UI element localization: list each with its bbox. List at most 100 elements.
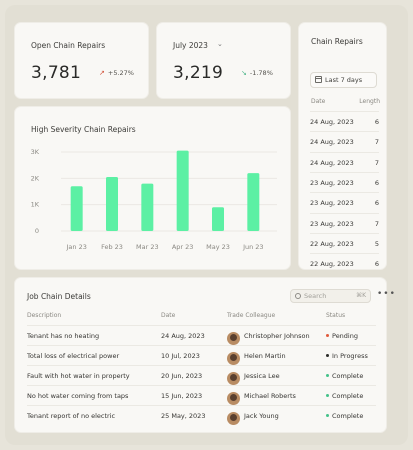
col-status: Status <box>326 312 346 319</box>
kpi-delta: ↘ -1.78% <box>241 69 273 77</box>
repair-date: 23 Aug, 2023 <box>310 199 354 208</box>
job-colleague: Michael Roberts <box>244 392 296 400</box>
high-severity-chart: High Severity Chain Repairs 0 1K 2K 3K Jan 2… <box>14 106 291 270</box>
status-dot-icon <box>326 373 329 377</box>
job-date: 10 Jul, 2023 <box>161 352 200 360</box>
status-text: Complete <box>332 412 364 420</box>
chain-repairs-panel: Chain Repairs Last 7 days Date Length 24… <box>298 22 387 270</box>
chart-title: High Severity Chain Repairs <box>31 125 136 134</box>
bar[interactable] <box>176 150 189 231</box>
repair-row[interactable]: 22 Aug, 2023 6 <box>310 253 379 273</box>
repair-length: 6 <box>374 260 379 269</box>
kpi-value: 3,219 <box>173 63 224 83</box>
y-tick-label: 2K <box>31 174 40 182</box>
bar[interactable] <box>212 207 224 231</box>
jobs-title: Job Chain Details <box>27 292 91 301</box>
repair-date: 23 Aug, 2023 <box>310 178 354 187</box>
trend-up-icon: ↗ <box>99 69 105 77</box>
status-dot-icon <box>326 353 329 357</box>
date-range-filter[interactable]: Last 7 days <box>310 72 377 88</box>
job-description: Tenant has no heating <box>27 332 100 340</box>
status-text: Pending <box>332 332 358 340</box>
col-length-header: Length <box>359 98 380 105</box>
repair-row[interactable]: 23 Aug, 2023 6 <box>310 192 379 212</box>
repair-row[interactable]: 23 Aug, 2023 6 <box>310 171 379 192</box>
avatar <box>227 412 240 425</box>
panel-title: Chain Repairs <box>311 37 363 46</box>
avatar <box>227 392 240 405</box>
x-tick-label: May 23 <box>206 243 230 251</box>
job-colleague: Jack Young <box>244 412 279 420</box>
x-tick-label: Mar 23 <box>136 243 159 251</box>
repair-date: 24 Aug, 2023 <box>310 118 354 126</box>
y-tick-label: 1K <box>31 201 40 209</box>
status-dot-icon <box>326 393 329 397</box>
job-date: 25 May, 2023 <box>161 412 206 420</box>
job-row[interactable]: Fault with hot water in property 20 Jun, … <box>27 365 376 385</box>
search-placeholder: Search <box>304 292 327 300</box>
bar[interactable] <box>141 183 154 231</box>
x-tick-label: Feb 23 <box>101 243 123 251</box>
jobs-table-header: Description Date Trade Colleague Status <box>27 312 376 322</box>
x-tick-label: Apr 23 <box>172 243 194 251</box>
kpi-open-chain-repairs: Open Chain Repairs 3,781 ↗ +5.27% <box>14 22 149 99</box>
search-input[interactable]: Search ⌘K <box>290 289 371 303</box>
status-dot-icon <box>326 333 329 337</box>
bar[interactable] <box>106 177 118 231</box>
repair-date: 24 Aug, 2023 <box>310 158 354 167</box>
status-badge: Pending <box>326 332 358 340</box>
repair-length: 5 <box>374 239 379 248</box>
bar[interactable] <box>70 186 83 231</box>
job-row[interactable]: No hot water coming from taps 15 Jun, 202… <box>27 385 376 405</box>
job-row[interactable]: Tenant has no heating 24 Aug, 2023 Christo… <box>27 325 376 345</box>
chevron-down-icon[interactable]: ⌄ <box>217 40 223 48</box>
col-colleague: Trade Colleague <box>227 312 276 319</box>
repair-date: 23 Aug, 2023 <box>310 219 354 228</box>
repair-length: 7 <box>374 219 379 228</box>
job-date: 24 Aug, 2023 <box>161 332 205 340</box>
job-row[interactable]: Total loss of electrical power 10 Jul, 20… <box>27 345 376 365</box>
repair-date: 22 Aug, 2023 <box>310 239 354 248</box>
repair-length: 6 <box>374 178 379 187</box>
y-tick-label: 3K <box>31 148 40 156</box>
job-date: 15 Jun, 2023 <box>161 392 203 400</box>
status-badge: Complete <box>326 412 363 420</box>
repair-row[interactable]: 24 Aug, 2023 7 <box>310 151 379 172</box>
status-text: Complete <box>332 372 364 380</box>
repair-row[interactable]: 23 Aug, 2023 7 <box>310 212 379 233</box>
status-dot-icon <box>326 413 329 417</box>
job-colleague: Jessica Lee <box>244 372 280 380</box>
x-tick-label: Jun 23 <box>242 243 264 251</box>
job-description: Total loss of electrical power <box>27 352 120 360</box>
job-colleague: Helen Martin <box>244 352 286 360</box>
status-badge: Complete <box>326 372 363 380</box>
more-options-icon[interactable]: ••• <box>377 289 396 299</box>
job-chain-details: Job Chain Details Search ⌘K ••• Descript… <box>14 277 395 433</box>
repair-length: 6 <box>374 118 379 126</box>
kpi-month: July 2023 ⌄ 3,219 ↘ -1.78% <box>156 22 291 99</box>
status-text: In Progress <box>332 352 368 360</box>
bar-chart: 0 1K 2K 3K Jan 23 Feb 23 Mar 23 Apr 23 May 23 Jun… <box>31 148 277 251</box>
repair-length: 7 <box>374 138 379 147</box>
repair-row[interactable]: 24 Aug, 2023 6 <box>310 111 379 131</box>
y-tick-label: 0 <box>35 227 39 235</box>
repair-row[interactable]: 24 Aug, 2023 7 <box>310 131 379 151</box>
col-date-header: Date <box>311 98 326 105</box>
avatar <box>227 352 240 365</box>
job-row[interactable]: Tenant report of no electric 25 May, 2023… <box>27 405 376 425</box>
repair-length: 6 <box>374 199 379 208</box>
shortcut-hint: ⌘K <box>356 292 366 299</box>
col-description: Description <box>27 312 62 319</box>
bar[interactable] <box>247 173 260 231</box>
filter-label: Last 7 days <box>325 76 363 84</box>
kpi-delta-text: -1.78% <box>249 69 273 77</box>
job-colleague: Christopher Johnson <box>244 332 310 340</box>
repairs-header: Date Length <box>311 98 380 105</box>
repair-row[interactable]: 22 Aug, 2023 5 <box>310 232 379 253</box>
status-badge: In Progress <box>326 352 368 360</box>
status-text: Complete <box>332 392 364 400</box>
status-badge: Complete <box>326 392 363 400</box>
repair-date: 22 Aug, 2023 <box>310 260 354 269</box>
repair-length: 7 <box>374 158 379 167</box>
month-select[interactable]: July 2023 <box>173 41 208 50</box>
